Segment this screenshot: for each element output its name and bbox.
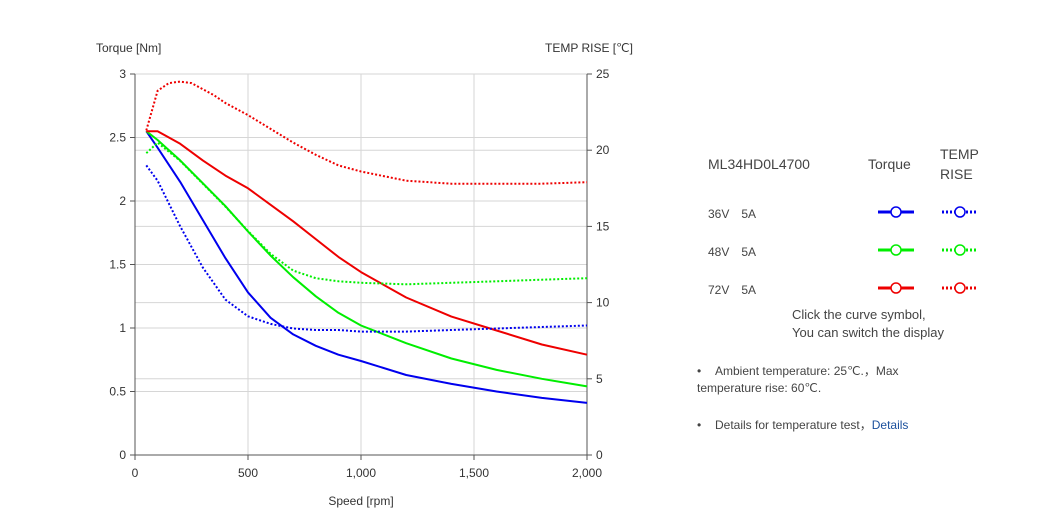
- hint-line-2: You can switch the display: [792, 325, 945, 340]
- y-left-tick-label: 2: [119, 194, 126, 208]
- y-right-tick-label: 5: [596, 372, 603, 386]
- temp-rise-curve-symbol-icon[interactable]: [940, 280, 980, 296]
- legend-title: ML34HD0L4700: [708, 156, 810, 172]
- torque-curve-symbol-icon[interactable]: [876, 204, 916, 220]
- note-details-text: Details for temperature test，: [715, 418, 872, 432]
- series-layer: [145, 80, 588, 404]
- legend-column-torque: Torque: [868, 156, 911, 172]
- temp-rise-curve-symbol-icon[interactable]: [940, 204, 980, 220]
- y-left-tick-label: 0.5: [109, 385, 126, 399]
- axis-layer: 0 500 1,000 1,500 2,000 0 0.5 1 1.5 2 2.5 3 0 5 10 15 20…: [109, 67, 609, 480]
- x-tick-label: 1,500: [459, 466, 489, 480]
- y-right-tick-label: 25: [596, 67, 610, 81]
- temp-rise-curve-36V-5A: [145, 164, 588, 333]
- y-right-tick-label: 20: [596, 143, 610, 157]
- legend-row-label: 36V 5A: [708, 207, 757, 221]
- y-right-tick-label: 0: [596, 448, 603, 462]
- legend-row-label: 48V 5A: [708, 245, 757, 259]
- grid-layer: [134, 73, 588, 456]
- torque-curve-symbol-icon[interactable]: [876, 242, 916, 258]
- x-tick-label: 500: [238, 466, 258, 480]
- y-left-tick-label: 3: [119, 67, 126, 81]
- y-axis-right-label: TEMP RISE [℃]: [545, 41, 633, 55]
- bullet: •: [697, 364, 702, 378]
- torque-curve-48V-5A: [145, 130, 588, 388]
- y-left-tick-label: 0: [119, 448, 126, 462]
- torque-curve-symbol-icon[interactable]: [876, 280, 916, 296]
- note-ambient: • Ambient temperature: 25℃.，Max temperatu…: [697, 363, 927, 397]
- temp-rise-curve-symbol-icon[interactable]: [940, 242, 980, 258]
- hint-line-1: Click the curve symbol,: [792, 307, 926, 322]
- y-right-tick-label: 15: [596, 219, 610, 233]
- y-right-tick-label: 10: [596, 296, 610, 310]
- bullet: •: [697, 418, 702, 432]
- x-axis-label: Speed [rpm]: [328, 494, 393, 508]
- temp-rise-curve-72V-5A: [145, 80, 588, 185]
- x-tick-label: 1,000: [346, 466, 376, 480]
- speed-torque-chart: 0 500 1,000 1,500 2,000 0 0.5 1 1.5 2 2.5 3 0 5 10 15 20…: [96, 41, 633, 508]
- x-tick-label: 0: [132, 466, 139, 480]
- details-link[interactable]: Details: [871, 418, 909, 432]
- legend-hint: Click the curve symbol, You can switch t…: [792, 306, 944, 342]
- y-left-tick-label: 2.5: [109, 131, 126, 145]
- torque-curve-72V-5A: [146, 130, 588, 356]
- temp-rise-curve-48V-5A: [145, 141, 588, 286]
- y-axis-left-label: Torque [Nm]: [96, 41, 161, 55]
- note-details: • Details for temperature test，Details: [697, 417, 957, 434]
- y-left-tick-label: 1.5: [109, 258, 126, 272]
- note-ambient-text: Ambient temperature: 25℃.，Max temperatur…: [697, 364, 899, 395]
- legend-row-label: 72V 5A: [708, 283, 757, 297]
- torque-curve-36V-5A: [145, 130, 588, 404]
- legend-column-temp-rise: TEMP RISE: [940, 146, 979, 182]
- y-left-tick-label: 1: [119, 321, 126, 335]
- x-tick-label: 2,000: [572, 466, 602, 480]
